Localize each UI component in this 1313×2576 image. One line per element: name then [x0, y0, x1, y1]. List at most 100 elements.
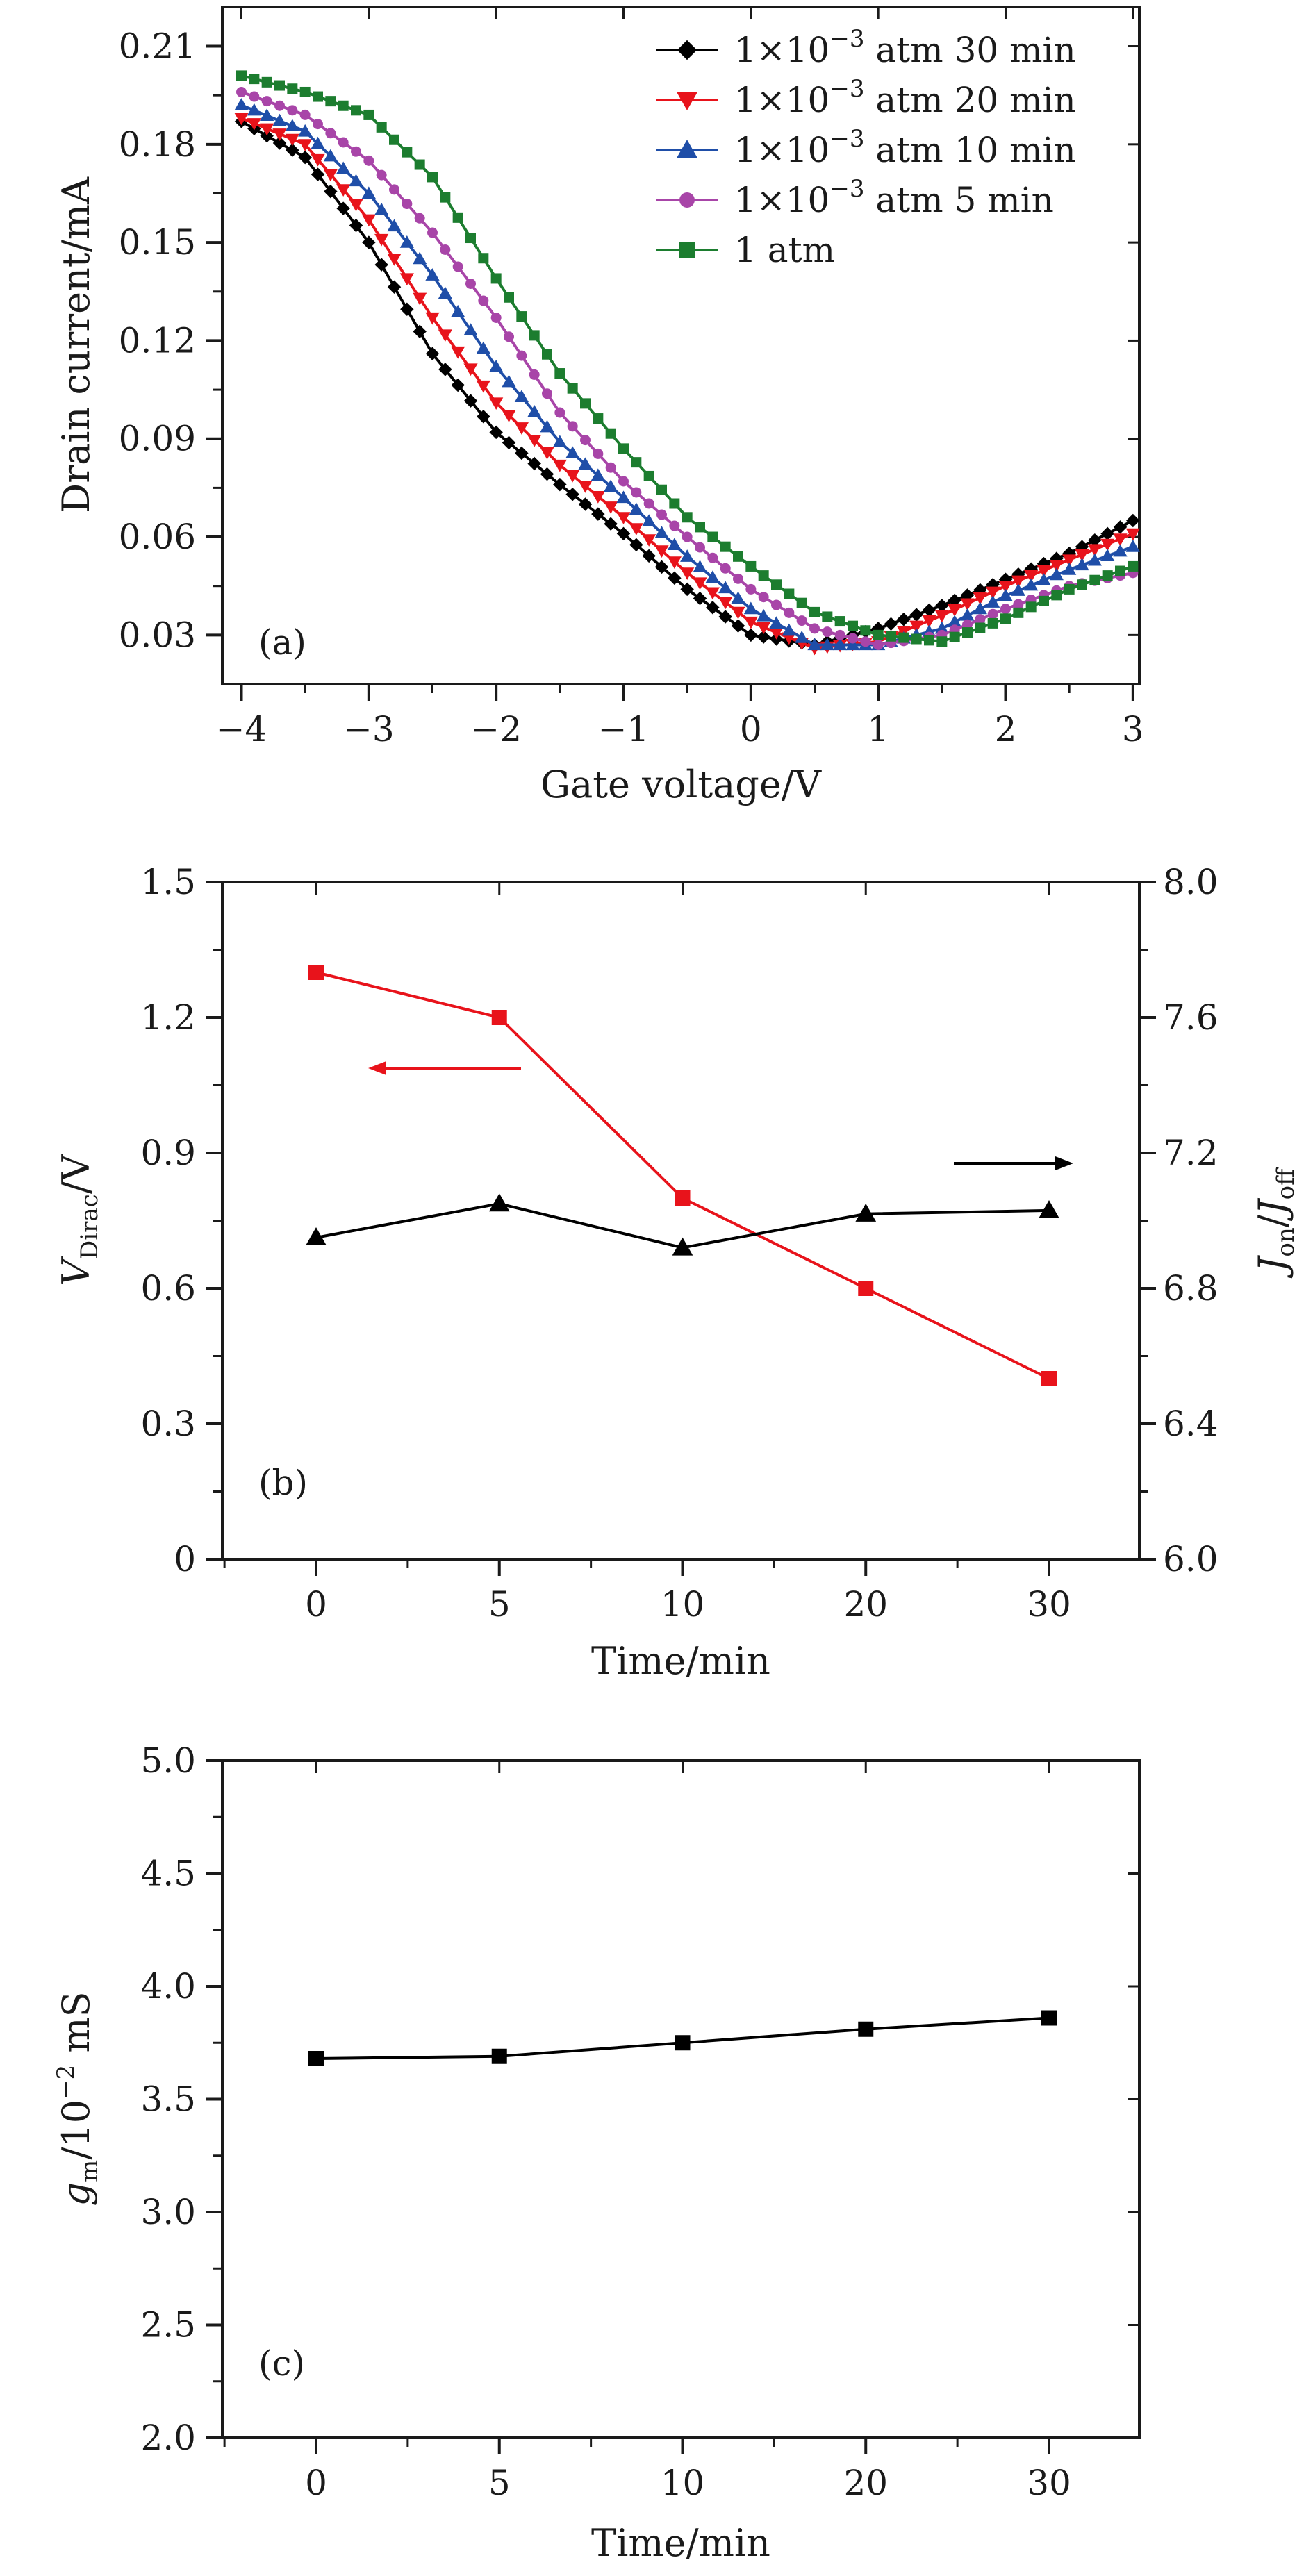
data-point [427, 172, 438, 183]
data-point [975, 614, 986, 625]
data-point [299, 109, 311, 120]
data-point [1000, 613, 1011, 624]
data-point [389, 134, 399, 145]
y2-tick-label: 6.8 [1163, 1268, 1219, 1308]
data-point [948, 615, 962, 628]
x-tick-label: 0 [305, 2463, 327, 2503]
data-point [527, 456, 541, 471]
data-point [720, 541, 731, 552]
data-point [1041, 2010, 1057, 2026]
data-point [705, 587, 720, 600]
data-point [438, 363, 452, 376]
y-tick-label: 4.5 [140, 1854, 196, 1894]
data-point [1088, 533, 1102, 547]
data-point [720, 563, 731, 574]
data-point [757, 608, 771, 622]
x-tick-label: 1 [867, 709, 889, 749]
data-point [769, 626, 784, 640]
data-point [884, 617, 898, 631]
data-point [922, 615, 936, 628]
data-point [1087, 553, 1102, 566]
data-point [593, 448, 604, 459]
data-point [249, 74, 260, 85]
data-point [465, 278, 476, 289]
y-tick-label: 5.0 [140, 1740, 196, 1781]
data-point [425, 347, 440, 361]
data-point [743, 601, 758, 615]
data-point [668, 571, 682, 585]
data-point [478, 253, 489, 264]
data-point [973, 592, 987, 605]
data-point [234, 113, 249, 126]
panel-a-label: (a) [258, 622, 306, 663]
data-point [1113, 533, 1128, 546]
data-point [642, 534, 656, 547]
data-point [1089, 574, 1100, 585]
data-point [1100, 538, 1115, 551]
data-point [308, 965, 324, 980]
data-point [516, 350, 527, 361]
data-point [886, 631, 896, 642]
data-point [313, 119, 323, 130]
data-point [616, 526, 631, 541]
data-point [848, 633, 858, 644]
panel-c-transconductance: 0 5 10 20 30 2.0 2.5 3.0 3.5 4.0 4.5 5.0 (c) Time/m… [52, 1740, 1141, 2565]
data-point [249, 91, 260, 102]
data-point [771, 599, 782, 610]
data-point [1013, 599, 1024, 610]
data-point [855, 1203, 877, 1222]
data-point [465, 233, 476, 244]
data-point [998, 581, 1013, 593]
data-point [565, 488, 579, 501]
data-point [451, 304, 465, 317]
data-point [261, 96, 272, 107]
data-point [707, 531, 718, 542]
legend-marker [677, 92, 697, 110]
x-tick-label: 10 [661, 1584, 705, 1624]
data-point [554, 407, 565, 418]
data-point [675, 1190, 691, 1206]
data-point [363, 155, 374, 166]
data-point [1000, 604, 1011, 615]
data-point [274, 100, 285, 111]
panel-c-x-axis-label: Time/min [591, 2521, 770, 2565]
y-tick-label: 2.5 [140, 2305, 196, 2345]
data-point [463, 394, 478, 408]
legend-entry-label: 1 atm [734, 230, 835, 270]
data-point [834, 616, 845, 627]
data-point [554, 368, 565, 379]
data-point [873, 639, 884, 650]
data-point [389, 184, 399, 195]
legend-marker [679, 242, 695, 258]
data-point [540, 467, 554, 481]
data-point [618, 443, 629, 454]
panel-a-x-axis-label: Gate voltage/V [540, 763, 822, 806]
y-tick-label: 0 [174, 1539, 196, 1579]
data-point [745, 560, 757, 572]
data-point [706, 601, 720, 615]
data-point [578, 457, 593, 470]
data-point [311, 136, 325, 149]
data-point [718, 597, 733, 610]
data-point [338, 137, 349, 148]
data-point [731, 606, 745, 620]
data-point [336, 184, 351, 197]
data-point [567, 383, 578, 394]
data-point [527, 435, 542, 447]
y2-tick-label: 7.2 [1163, 1133, 1219, 1173]
data-point [897, 612, 911, 626]
data-point [591, 468, 605, 481]
legend-marker [677, 40, 697, 60]
data-point [311, 153, 325, 167]
data-point [413, 292, 427, 306]
data-point [682, 512, 693, 523]
data-point [1113, 544, 1128, 557]
data-point [272, 113, 287, 126]
panel-a-drain-current: −4 −3 −2 −1 0 1 2 3 0.03 0.06 0.09 0.12 0.15 0.18 0.21… [54, 6, 1144, 806]
x-tick-label: 20 [843, 1584, 888, 1624]
data-point [413, 324, 427, 338]
data-point [425, 268, 440, 281]
data-point [336, 201, 350, 215]
data-point [1024, 578, 1039, 591]
data-point [306, 1227, 327, 1246]
